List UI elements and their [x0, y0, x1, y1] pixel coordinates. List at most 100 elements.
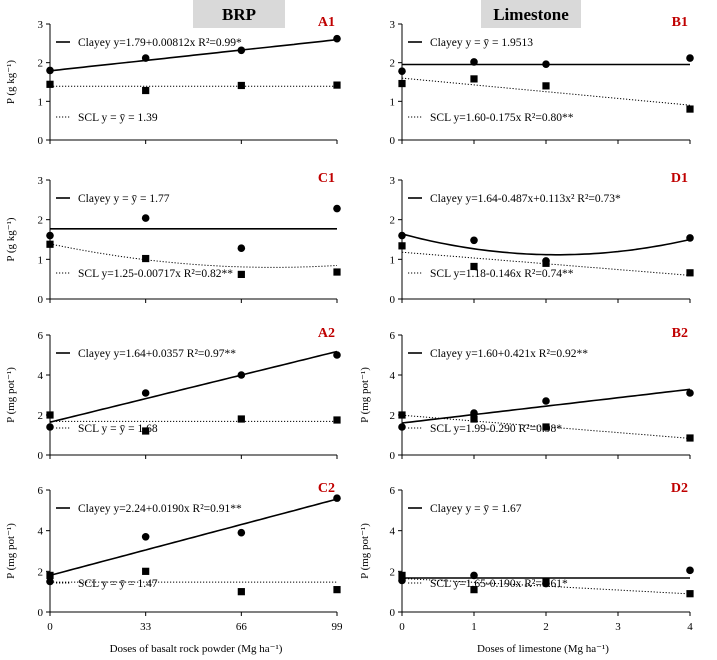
trend-line-scl	[401, 578, 691, 595]
header-limestone-label: Limestone	[493, 5, 569, 24]
panel-label: B1	[672, 15, 688, 30]
chart-panels: 0 1 2 3 P (g kg⁻¹) A1 Clayey y=1.79+0.00812x R…	[5, 15, 694, 633]
x-tick-label: 33	[140, 621, 152, 633]
series-scl: SCL y = ȳ = 1.68	[46, 411, 341, 435]
y-tick-label: 2	[38, 410, 44, 422]
panel-c1: 0 1 2 3 P (g kg⁻¹) C1 Clayey y = ȳ = 1.77 SCL y…	[5, 171, 341, 306]
legend-equation-clayey: Clayey y=1.64-0.487x+0.113x² R²=0.73*	[430, 193, 621, 205]
data-point-clayey	[470, 409, 478, 417]
y-tick-label: 6	[390, 485, 396, 497]
y-axis-label: P (g kg⁻¹)	[5, 217, 17, 261]
panel-c2: 0 2 4 6 0 33 66 99 P (mg pot⁻¹) C2 Clayey y=2.24+0…	[5, 481, 343, 633]
panel-label: A2	[318, 326, 335, 341]
panel-label: D2	[671, 481, 688, 496]
data-point-clayey	[46, 423, 54, 431]
data-point-clayey	[237, 46, 246, 55]
panel-d2: 0 2 4 6 0 1 2 3 4 P (mg pot⁻¹) D2 Clayey y = ȳ = 1.…	[359, 481, 694, 633]
data-point-clayey	[333, 34, 341, 43]
series-scl: SCL y = ȳ = 1.47	[46, 567, 341, 596]
y-axis-label: P (mg pot⁻¹)	[5, 367, 17, 423]
legend-equation-scl: SCL y=1.18-0.146x R²=0.74**	[430, 268, 574, 280]
data-point-scl	[686, 269, 694, 277]
y-tick-label: 2	[390, 566, 396, 578]
data-point-clayey	[333, 351, 341, 359]
data-point-scl	[686, 590, 694, 598]
x-axis-label-brp: Doses of basalt rock powder (Mg ha⁻¹)	[110, 643, 283, 655]
panel-label: C2	[318, 481, 335, 496]
series-clayey: Clayey y=1.64+0.0357 R²=0.97**	[46, 348, 341, 431]
y-tick-label: 4	[38, 526, 44, 538]
data-point-clayey	[542, 60, 550, 69]
x-tick-label: 0	[399, 621, 405, 633]
panel-b1: 0 1 2 3 B1 Clayey y = ȳ = 1.9513 SCL y=1.60-0.…	[390, 15, 694, 147]
y-axis-label: P (mg pot⁻¹)	[5, 523, 17, 579]
legend-equation-clayey: Clayey y=1.79+0.00812x R²=0.99*	[78, 37, 242, 49]
data-point-clayey	[398, 423, 406, 431]
series-clayey: Clayey y=2.24+0.0190x R²=0.91**	[46, 494, 341, 586]
legend-equation-scl: SCL y = ȳ = 1.68	[78, 423, 158, 435]
legend-equation-clayey: Clayey y=1.60+0.421x R²=0.92**	[430, 348, 588, 360]
y-tick-label: 6	[390, 330, 396, 342]
legend-equation-clayey: Clayey y=1.64+0.0357 R²=0.97**	[78, 348, 236, 360]
legend-equation-scl: SCL y=1.99-0.290 R²=0.98*	[430, 423, 562, 435]
data-point-scl	[237, 415, 245, 423]
y-tick-label: 0	[38, 135, 44, 147]
x-tick-label: 3	[615, 621, 621, 633]
y-tick-label: 6	[38, 330, 44, 342]
data-point-scl	[398, 79, 406, 88]
data-point-clayey	[686, 566, 694, 575]
data-point-scl	[398, 571, 406, 579]
data-point-scl	[542, 82, 550, 90]
y-axis-label: P (g kg⁻¹)	[5, 60, 17, 104]
data-point-scl	[46, 80, 54, 88]
x-axis-label-limestone: Doses of limestone (Mg ha⁻¹)	[477, 643, 609, 655]
data-point-scl	[470, 586, 478, 594]
panel-a1: 0 1 2 3 P (g kg⁻¹) A1 Clayey y=1.79+0.00812x R…	[5, 15, 341, 147]
data-point-clayey	[333, 494, 341, 502]
y-tick-label: 2	[38, 58, 44, 70]
legend-equation-clayey: Clayey y=2.24+0.0190x R²=0.91**	[78, 503, 242, 515]
data-point-clayey	[398, 231, 406, 240]
y-tick-label: 2	[390, 215, 396, 227]
data-point-scl	[333, 416, 341, 424]
data-point-clayey	[237, 528, 246, 537]
x-tick-label: 1	[471, 621, 477, 633]
panel-label: A1	[318, 15, 335, 30]
y-tick-label: 2	[390, 410, 396, 422]
y-tick-label: 4	[390, 526, 396, 538]
x-tick-label: 4	[687, 621, 693, 633]
data-point-clayey	[46, 66, 54, 75]
y-tick-label: 1	[38, 96, 44, 108]
data-point-clayey	[141, 54, 150, 62]
y-tick-label: 4	[38, 370, 44, 382]
x-tick-label: 0	[47, 621, 53, 633]
series-scl: SCL y = ȳ = 1.39	[46, 80, 341, 124]
data-point-scl	[686, 434, 694, 442]
data-point-scl	[46, 240, 54, 248]
trend-line-clayey	[49, 350, 338, 423]
header-limestone: Limestone	[481, 0, 581, 28]
data-point-scl	[542, 577, 550, 586]
data-point-clayey	[470, 58, 478, 66]
header-brp-label: BRP	[222, 5, 256, 24]
y-tick-label: 3	[390, 19, 396, 31]
series-clayey: Clayey y=1.64-0.487x+0.113x² R²=0.73*	[398, 193, 694, 265]
y-tick-label: 1	[390, 96, 396, 108]
legend-equation-scl: SCL y=1.65-0.190x R²=0.61*	[430, 578, 568, 590]
data-point-clayey	[333, 204, 341, 213]
y-tick-label: 3	[38, 19, 44, 31]
y-tick-label: 4	[390, 370, 396, 382]
series-clayey: Clayey y=1.79+0.00812x R²=0.99*	[46, 34, 341, 75]
legend-equation-scl: SCL y=1.60-0.175x R²=0.80**	[430, 112, 574, 124]
data-point-scl	[333, 81, 341, 89]
x-tick-label: 99	[332, 621, 344, 633]
panel-label: B2	[672, 326, 688, 341]
y-tick-label: 0	[390, 450, 396, 462]
trend-line-clayey	[49, 498, 338, 577]
y-axis-label: P (mg pot⁻¹)	[359, 367, 371, 423]
data-point-clayey	[46, 577, 54, 586]
series-scl: SCL y=1.60-0.175x R²=0.80**	[398, 75, 694, 124]
data-point-scl	[470, 415, 478, 423]
series-scl: SCL y=1.99-0.290 R²=0.98*	[398, 411, 694, 442]
data-point-clayey	[237, 244, 246, 253]
